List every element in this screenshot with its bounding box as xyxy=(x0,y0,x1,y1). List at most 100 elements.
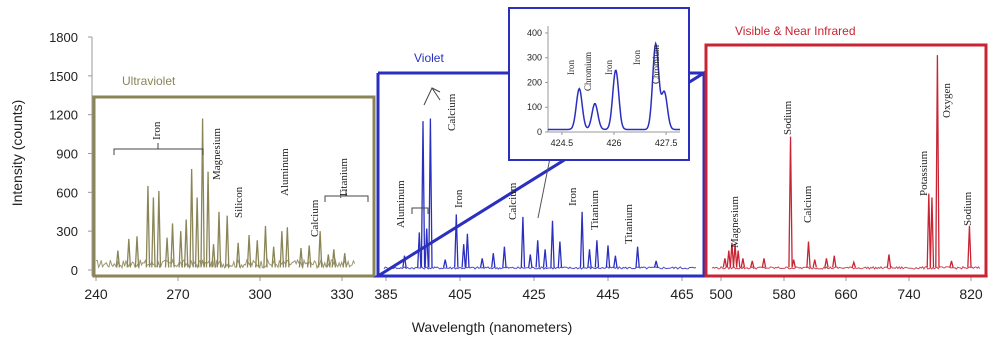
inset-y-tick-label: 300 xyxy=(527,53,542,63)
spectrum-peak xyxy=(557,241,563,268)
spectrum-peak xyxy=(535,240,540,268)
element-annotation: Silicon xyxy=(233,186,245,218)
spectrum-peak xyxy=(929,197,935,268)
x-tick-label: 740 xyxy=(897,286,921,302)
spectrum-peak xyxy=(342,253,347,268)
element-annotation: Calcium xyxy=(802,185,814,223)
region-frame-2 xyxy=(704,43,988,278)
spectrum-peak xyxy=(729,242,735,268)
y-tick-label: 0 xyxy=(71,263,78,278)
spectrum-peak xyxy=(151,197,156,268)
spectrum-peak xyxy=(145,185,151,268)
spectrum-traces xyxy=(95,55,981,270)
spectrum-peak xyxy=(442,259,448,268)
spectrum-peak xyxy=(722,258,728,268)
region-frames xyxy=(92,43,988,278)
x-tick-label: 300 xyxy=(248,286,272,302)
spectrum-peak xyxy=(170,223,175,268)
spectrum-peak xyxy=(550,220,555,268)
spectrum-peak xyxy=(235,242,241,268)
calcium-arrow xyxy=(423,86,441,106)
spectrum-peak xyxy=(542,249,548,268)
element-annotation: Sodium xyxy=(962,191,974,226)
x-tick-label: 580 xyxy=(772,286,796,302)
spectrum-peak xyxy=(750,260,755,268)
element-annotation: Titanium xyxy=(589,190,601,230)
x-tick-label: 445 xyxy=(596,286,620,302)
aluminum-bracket xyxy=(411,207,429,214)
x-tick-label: 240 xyxy=(84,286,108,302)
spectrum-peak xyxy=(454,214,459,268)
spectrum-peak xyxy=(279,231,285,268)
spectrum-peak xyxy=(331,249,337,268)
spectrum-peak xyxy=(420,121,426,268)
y-tick-label: 600 xyxy=(56,185,78,200)
zoom-leader-line xyxy=(537,157,551,219)
inset-element-annotation: Iron xyxy=(566,60,576,75)
spectrum-peak xyxy=(183,219,189,268)
spectrum-peak xyxy=(465,233,470,268)
inset-element-annotation: Iron xyxy=(632,50,642,65)
spectrum-peak xyxy=(926,193,932,268)
spectrum-peak xyxy=(200,118,205,268)
baseline-noise-2 xyxy=(711,265,981,270)
spectrum-peak xyxy=(461,244,466,268)
spectrum-peak xyxy=(851,260,857,268)
spectrum-peak xyxy=(134,236,140,268)
spectrum-peak xyxy=(326,254,331,268)
spectrum-peak xyxy=(194,197,200,268)
spectrum-peak xyxy=(428,118,433,268)
spectrum-peak xyxy=(812,259,817,268)
spectrum-peak xyxy=(579,211,585,268)
spectrum-peak xyxy=(402,255,407,268)
spectrum-peak xyxy=(224,215,230,268)
region-label: Violet xyxy=(414,51,444,65)
spectrum-peak xyxy=(205,171,211,268)
x-tick-label: 405 xyxy=(448,286,472,302)
element-annotation: Magnesium xyxy=(211,128,223,180)
region-frame-1 xyxy=(372,70,706,278)
spectrum-peak xyxy=(417,232,422,268)
spectrum-peak xyxy=(967,225,972,268)
spectrum-peak xyxy=(479,258,485,268)
spectrum-peak xyxy=(528,254,533,268)
spectrum-peak xyxy=(761,258,767,268)
y-tick-label: 1200 xyxy=(49,108,78,123)
element-annotation: Iron xyxy=(567,187,579,206)
element-annotation: Titanium xyxy=(338,158,350,198)
x-tick-label: 500 xyxy=(709,286,733,302)
spectrum-peak xyxy=(587,249,592,268)
inset-y-tick-label: 200 xyxy=(527,77,542,87)
x-tick-label: 385 xyxy=(374,286,398,302)
spectrum-peak xyxy=(156,191,162,268)
spectrum-peak xyxy=(216,211,222,268)
x-tick-label: 465 xyxy=(670,286,694,302)
baseline-noise-1 xyxy=(383,265,697,270)
element-annotation: Sodium xyxy=(782,100,794,135)
spectrum-peak xyxy=(949,260,954,268)
inset-y-tick-label: 100 xyxy=(527,102,542,112)
spectrum-peak xyxy=(246,235,252,268)
element-annotation: Iron xyxy=(453,189,465,208)
x-tick-label: 330 xyxy=(330,286,354,302)
spectrum-peak xyxy=(520,216,526,268)
spectrum-peak xyxy=(263,225,268,268)
spectrum-peak xyxy=(285,227,290,268)
y-tick-label: 300 xyxy=(56,224,78,239)
element-annotation: Magnesium xyxy=(729,196,741,248)
y-axis-title: Intensity (counts) xyxy=(9,100,25,207)
x-tick-label: 820 xyxy=(959,286,983,302)
y-tick-label: 900 xyxy=(56,147,78,162)
region-label: Visible & Near Infrared xyxy=(735,24,856,38)
inset-zoom: 0 100 200 300 400 424.5 426 427.5 Iron Chromium Ir… xyxy=(508,7,690,161)
label-layer: Ultraviolet Violet Visible & Near Infrared… xyxy=(113,24,974,248)
element-annotation: Potassium xyxy=(918,150,930,196)
element-annotation: Calcium xyxy=(446,93,458,131)
spectrum-peak xyxy=(824,258,829,268)
y-tick-label: 1500 xyxy=(49,69,78,84)
x-tick-label: 270 xyxy=(166,286,190,302)
inset-x-tick-label: 424.5 xyxy=(551,138,574,148)
x-tick-label: 660 xyxy=(834,286,858,302)
inset-x-tick-label: 426 xyxy=(606,138,621,148)
